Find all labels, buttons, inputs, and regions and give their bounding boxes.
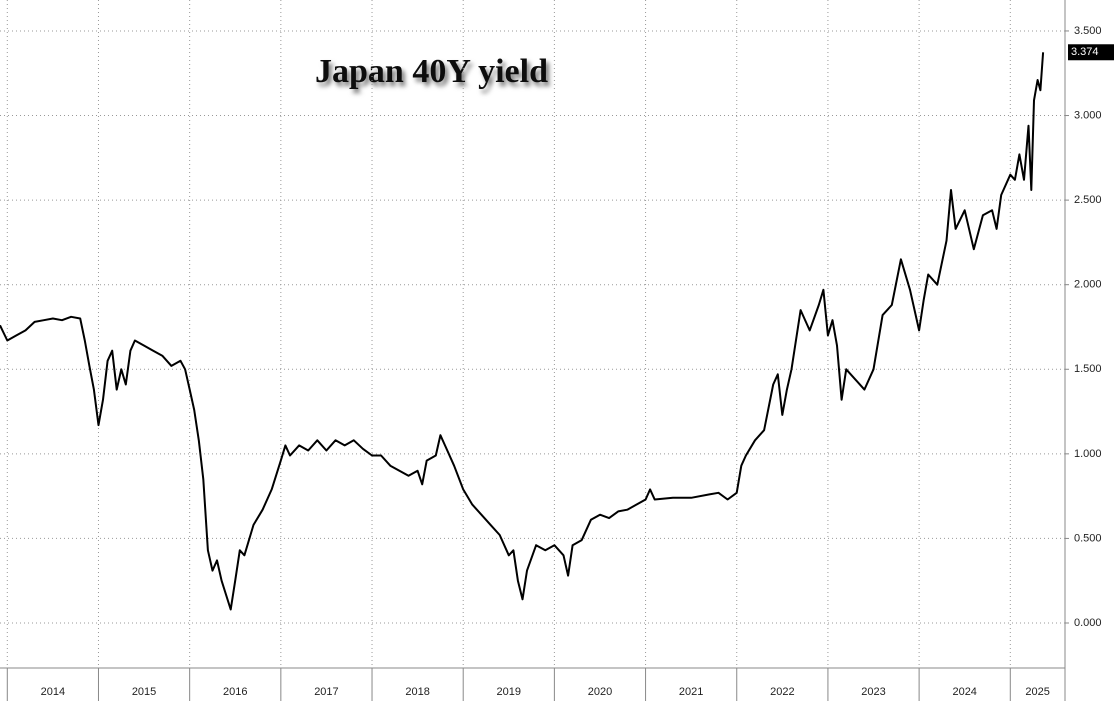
y-tick-label: 2.000 [1074,279,1102,291]
y-tick-label: 1.000 [1074,448,1102,460]
x-tick-label: 2018 [405,686,429,698]
x-tick-label: 2023 [861,686,885,698]
last-value-tag [1068,44,1114,61]
x-tick-label: 2020 [588,686,612,698]
x-tick-label: 2014 [41,686,65,698]
line [0,52,1045,611]
y-tick-label: 2.500 [1074,194,1102,206]
x-tick-label: 2015 [132,686,156,698]
y-tick-label: 1.500 [1074,363,1102,375]
y-tick-label: 0.000 [1074,617,1102,629]
x-tick-label: 2017 [314,686,338,698]
y-tick-label: 3.500 [1074,25,1102,37]
y-tick-label: 0.500 [1074,532,1102,544]
chart-title: Japan 40Y yield [315,53,548,90]
x-tick-label: 2024 [952,686,976,698]
x-tick-label: 2019 [497,686,521,698]
y-tick-label: 3.000 [1074,109,1102,121]
x-tick-label: 2016 [223,686,247,698]
x-tick-label: 2022 [770,686,794,698]
last-value-label: 3.374 [1071,46,1099,58]
x-tick-label: 2025 [1025,686,1049,698]
x-tick-label: 2021 [679,686,703,698]
